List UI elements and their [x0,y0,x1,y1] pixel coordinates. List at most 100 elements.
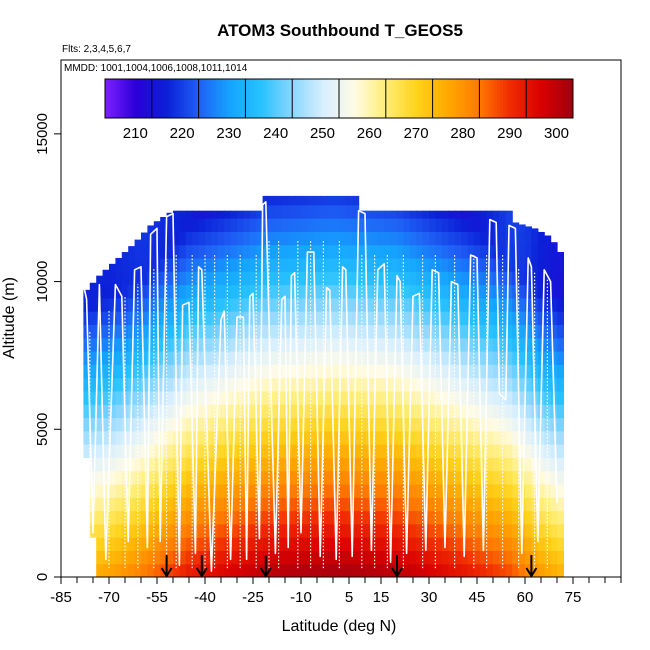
heatmap-cell [192,271,200,286]
heatmap-cell [109,390,116,405]
heatmap-cell [121,271,129,286]
heatmap-cell [185,417,193,432]
heatmap-cell [89,297,97,312]
heatmap-cell [96,364,104,379]
colorbar-swatch [137,79,141,118]
heatmap-cell [416,377,424,392]
heatmap-cell [147,351,155,365]
heatmap-cell [205,244,212,259]
heatmap-cell [269,195,276,206]
heatmap-cell [480,337,488,352]
heatmap-cell [243,417,251,432]
heatmap-cell [371,457,379,472]
heatmap-cell [486,457,494,472]
heatmap-cell [518,550,526,565]
heatmap-cell [403,218,411,232]
heatmap-cell [166,470,174,485]
heatmap-cell [217,563,225,577]
heatmap-cell [377,377,385,392]
heatmap-cell [480,364,488,379]
heatmap-cell [333,231,340,246]
heatmap-cell [102,483,110,498]
heatmap-cell [390,324,398,339]
heatmap-cell [422,483,430,498]
heatmap-cell [256,297,264,312]
colorbar-swatch [534,79,539,118]
heatmap-cell [377,470,385,485]
heatmap-cell [205,377,212,392]
heatmap-cell [320,457,328,472]
heatmap-cell [198,470,206,485]
heatmap-cell [301,257,308,272]
heatmap-cell [454,351,462,365]
heatmap-cell [262,364,270,379]
heatmap-cell [448,430,456,445]
heatmap-cell [83,444,91,458]
heatmap-cell [160,218,168,232]
colorbar-tick-label: 210 [123,125,148,142]
colorbar-tick-label: 280 [450,125,475,142]
heatmap-cell [198,430,206,445]
heatmap-cell [480,297,488,312]
heatmap-cell [313,483,321,498]
heatmap-cell [409,470,417,485]
heatmap-cell [371,218,379,232]
heatmap-cell [493,337,500,352]
heatmap-cell [192,351,200,365]
heatmap-cell [448,470,456,485]
x-tick-label: -70 [98,589,120,606]
heatmap-cell [237,324,244,339]
colorbar-swatch [409,79,413,118]
heatmap-cell [179,257,187,272]
heatmap-cell [307,324,315,339]
colorbar-swatch [140,79,144,118]
heatmap-cell [384,563,392,577]
heatmap-cell [141,470,148,485]
heatmap-cell [281,510,289,525]
heatmap-cell [422,284,430,299]
heatmap-cell [525,404,532,419]
heatmap-cell [339,257,347,272]
heatmap-cell [198,444,206,458]
heatmap-cell [294,537,302,552]
heatmap-cell [288,364,296,379]
heatmap-cell [121,377,129,392]
heatmap-cell [486,257,494,272]
heatmap-cell [454,377,462,392]
heatmap-cell [384,311,392,325]
heatmap-cell [262,470,270,485]
heatmap-cell [525,537,532,552]
heatmap-cell [397,483,404,498]
heatmap-cell [147,523,155,538]
heatmap-cell [205,257,212,272]
heatmap-cell [397,510,404,525]
heatmap-cell [486,483,494,498]
heatmap-cell [480,417,488,432]
heatmap-cell [173,337,180,352]
heatmap-cell [115,510,123,525]
heatmap-cell [224,537,232,552]
heatmap-cell [377,351,385,365]
heatmap-cell [198,257,206,272]
heatmap-cell [557,337,564,352]
heatmap-cell [269,550,276,565]
heatmap-cell [435,231,443,246]
heatmap-cell [198,311,206,325]
heatmap-cell [128,457,136,472]
heatmap-cell [461,444,468,458]
heatmap-cell [352,404,360,419]
heatmap-cell [128,510,136,525]
heatmap-cell [525,523,532,538]
heatmap-cell [269,271,276,286]
heatmap-cell [403,311,411,325]
heatmap-cell [237,257,244,272]
colorbar-swatch [432,79,437,118]
heatmap-cell [281,244,289,259]
heatmap-cell [537,537,545,552]
heatmap-cell [486,563,494,577]
heatmap-cell [365,523,372,538]
colorbar-swatch [406,79,410,118]
heatmap-cell [416,470,424,485]
colorbar-swatch [248,79,252,118]
